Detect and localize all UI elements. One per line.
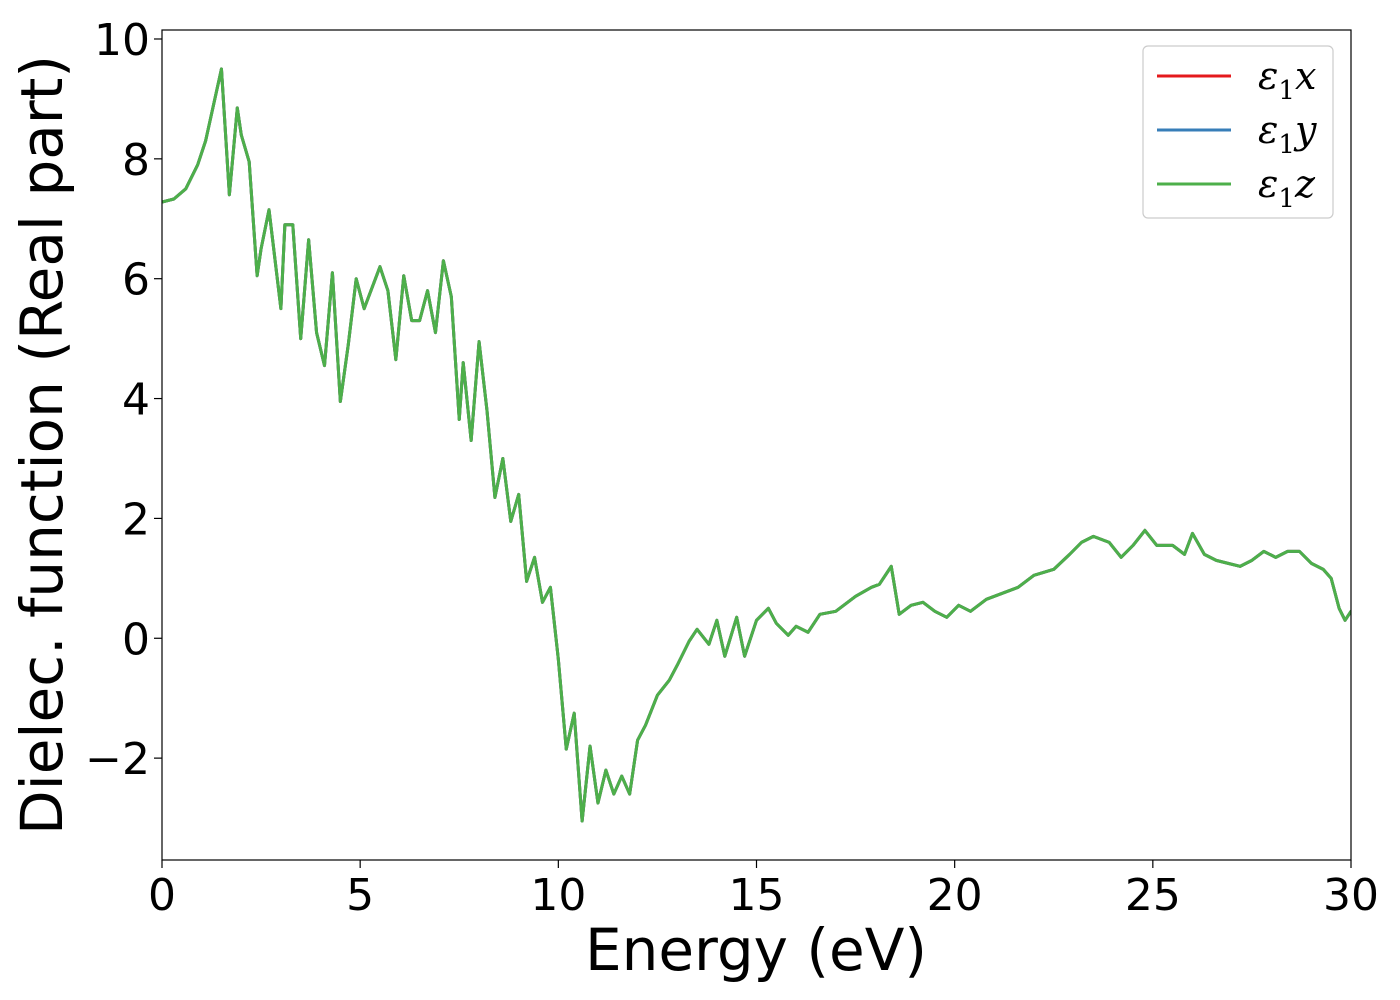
x-tick-label: 10 <box>530 870 586 921</box>
y-tick-label: 10 <box>94 15 150 66</box>
x-tick-label: 25 <box>1125 870 1181 921</box>
x-tick-label: 20 <box>927 870 983 921</box>
y-tick-label: 0 <box>122 614 150 665</box>
y-tick-label: 6 <box>122 255 150 306</box>
x-tick-label: 0 <box>148 870 176 921</box>
y-tick-label: −2 <box>85 734 150 785</box>
legend-label-z: ε1z <box>1258 162 1316 214</box>
legend-label-y: ε1y <box>1258 108 1317 160</box>
x-tick-label: 30 <box>1323 870 1379 921</box>
y-axis: −2 0 2 4 6 8 10 <box>85 15 162 785</box>
y-tick-label: 2 <box>122 494 150 545</box>
x-axis-label: Energy (eV) <box>585 916 927 984</box>
y-tick-label: 4 <box>122 375 150 426</box>
legend-box <box>1142 45 1334 219</box>
x-tick-label: 5 <box>346 870 374 921</box>
series-layer <box>162 67 1351 823</box>
y-axis-label: Dielec. function (Real part) <box>8 55 76 835</box>
y-tick-label: 8 <box>122 135 150 186</box>
x-axis: 0 5 10 15 20 25 30 <box>148 860 1379 921</box>
legend-label-x: ε1x <box>1258 54 1316 106</box>
x-tick-label: 15 <box>729 870 785 921</box>
series-line-z <box>162 67 1351 823</box>
